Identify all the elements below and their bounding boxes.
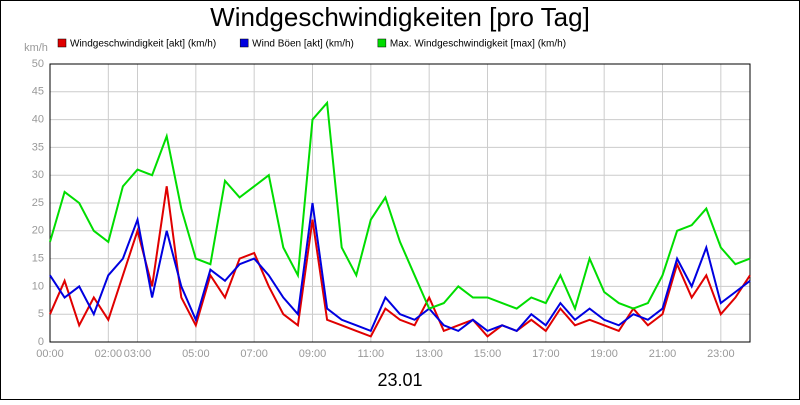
legend-label: Wind Böen [akt] (km/h) <box>252 39 354 50</box>
x-tick-label: 21:00 <box>649 348 677 360</box>
x-tick-label: 00:00 <box>36 348 64 360</box>
y-tick-label: 5 <box>38 308 44 320</box>
plot-border <box>49 63 751 343</box>
x-tick-label: 07:00 <box>240 348 268 360</box>
y-tick-label: 15 <box>32 253 44 265</box>
y-tick-label: 30 <box>32 169 44 181</box>
x-tick-label: 05:00 <box>182 348 210 360</box>
x-tick-label: 02:00 <box>95 348 123 360</box>
series-line <box>49 202 751 333</box>
y-tick-label: 10 <box>32 280 44 292</box>
x-tick-label: 03:00 <box>124 348 152 360</box>
y-tick-label: 20 <box>32 225 44 237</box>
y-tick-label: 45 <box>32 86 44 98</box>
legend-label: Max. Windgeschwindigkeit [max] (km/h) <box>390 39 566 50</box>
y-tick-label: 40 <box>32 114 44 126</box>
x-tick-label: 09:00 <box>299 348 327 360</box>
x-tick-label: 13:00 <box>415 348 443 360</box>
x-tick-label: 17:00 <box>532 348 560 360</box>
y-axis-label: km/h <box>24 42 48 54</box>
x-tick-label: 23:00 <box>707 348 735 360</box>
x-tick-label: 11:00 <box>357 348 384 360</box>
legend-swatch <box>57 38 67 48</box>
y-tick-label: 50 <box>32 58 44 70</box>
y-tick-label: 35 <box>32 141 44 153</box>
legend-swatch <box>239 38 249 48</box>
series-line <box>49 100 751 312</box>
chart-title: Windgeschwindigkeiten [pro Tag] <box>210 2 590 32</box>
y-tick-label: 25 <box>32 197 44 209</box>
x-tick-label: 15:00 <box>474 348 502 360</box>
x-axis-label: 23.01 <box>377 370 422 390</box>
y-tick-label: 0 <box>38 336 44 348</box>
x-tick-label: 19:00 <box>590 348 618 360</box>
legend-swatch <box>377 38 387 48</box>
legend-label: Windgeschwindigkeit [akt] (km/h) <box>70 39 216 50</box>
